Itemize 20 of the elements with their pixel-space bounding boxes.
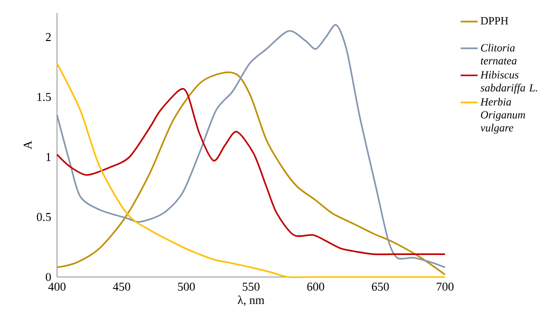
y-tick-label: 1 — [46, 153, 51, 161]
x-tick-label: 500 — [178, 282, 195, 291]
y-tick-label: 0 — [46, 272, 51, 282]
y-tick-label: 2 — [46, 33, 51, 41]
x-tick-label: 650 — [372, 282, 389, 291]
legend-label: Hibiscus sabdariffa L. — [480, 70, 537, 94]
x-axis-title: λ, nm — [238, 296, 264, 306]
y-tick-label: 0.5 — [36, 212, 51, 222]
x-tick-label: 700 — [436, 282, 454, 291]
x-tick-label: 550 — [242, 282, 260, 291]
legend-label: DPPH — [480, 17, 508, 24]
y-axis-title: A — [24, 140, 32, 150]
x-tick-label: 600 — [307, 282, 324, 291]
x-tick-label: 400 — [48, 282, 66, 291]
y-tick-label: 1.5 — [37, 92, 51, 102]
line-series — [56, 88, 446, 256]
line-series — [56, 24, 446, 268]
legend-label: Clitoria ternatea — [480, 44, 517, 64]
legend-label: Herbia Origanum vulgare — [480, 98, 526, 134]
x-tick-label: 450 — [112, 282, 130, 291]
